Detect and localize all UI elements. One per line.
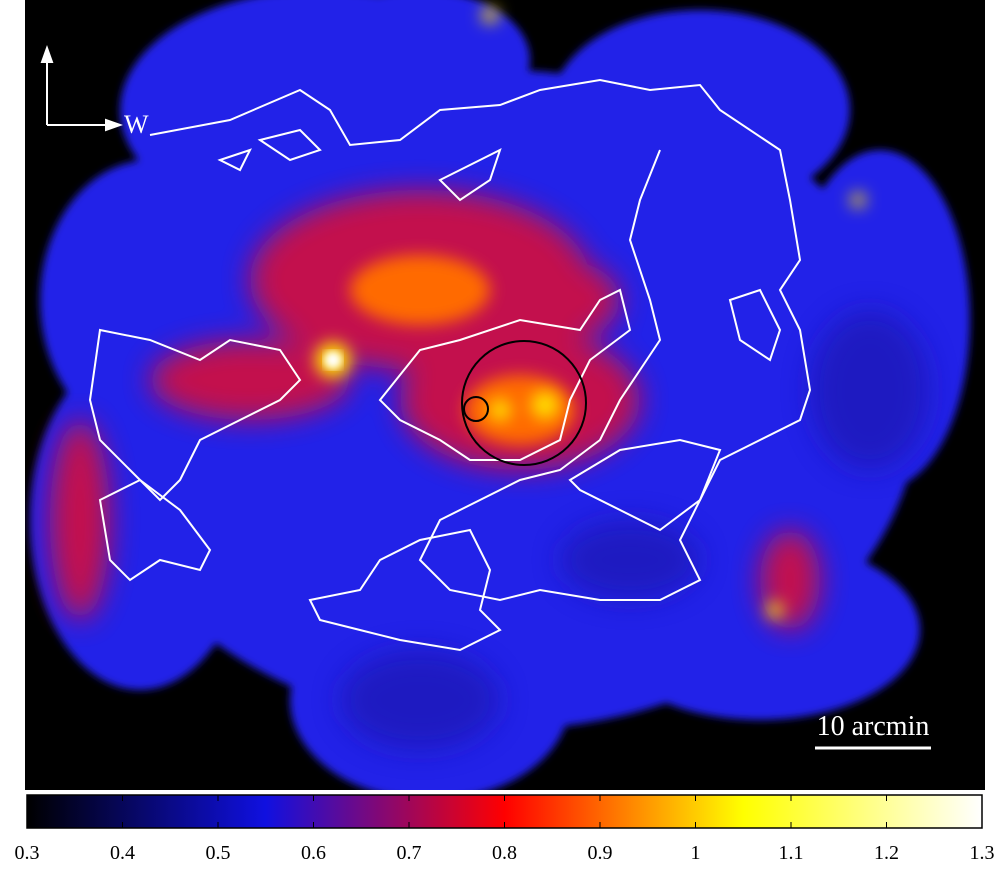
colorbar-tick-label: 0.5 bbox=[206, 842, 231, 864]
colorbar-tick-label: 0.9 bbox=[588, 842, 613, 864]
colorbar-tick-label: 0.6 bbox=[301, 842, 326, 864]
colorbar-tick-label: 1.2 bbox=[874, 842, 899, 864]
colorbar-tick-label: 0.7 bbox=[397, 842, 422, 864]
colorbar-tick-label: 0.4 bbox=[110, 842, 135, 864]
xray-image: N W 10 arcmin bbox=[25, 0, 985, 800]
scale-label: 10 arcmin bbox=[817, 711, 930, 742]
colorbar-tick-label: 1 bbox=[691, 842, 701, 864]
west-label: W bbox=[124, 110, 149, 139]
colorbar-tick-label: 0.8 bbox=[492, 842, 517, 864]
figure: N W 10 arcmin 0.3 0.4 0.5 0.6 0.7 0.8 0.9 1 1.1 1… bbox=[0, 0, 1002, 865]
colorbar-tick-label: 1.3 bbox=[970, 842, 995, 864]
colorbar-tick-label: 1.1 bbox=[779, 842, 804, 864]
north-label: N bbox=[36, 15, 55, 44]
colorbar-tick-label: 0.3 bbox=[15, 842, 40, 864]
